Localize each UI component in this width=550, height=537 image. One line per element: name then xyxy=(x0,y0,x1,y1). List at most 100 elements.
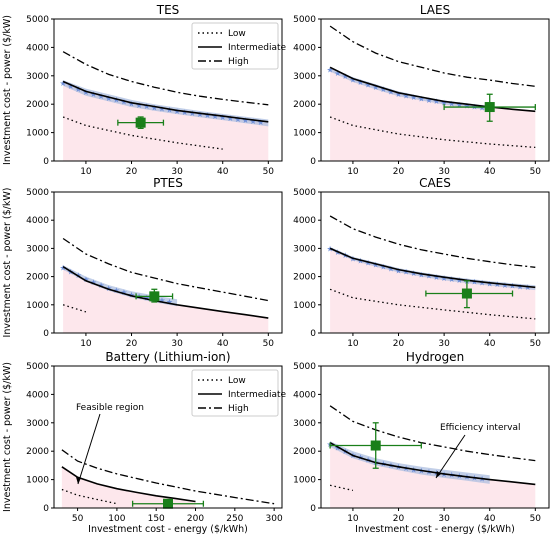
x-tick-label: 200 xyxy=(187,514,204,524)
y-axis-label: Investment cost - power ($/kW) xyxy=(2,188,13,338)
x-tick-label: 30 xyxy=(438,339,450,349)
x-tick-label: 40 xyxy=(484,167,496,177)
data-point xyxy=(484,102,495,113)
efficiency-star: ★ xyxy=(387,264,394,273)
legend-box xyxy=(191,369,279,417)
efficiency-star: ★ xyxy=(113,286,120,295)
efficiency-star: ★ xyxy=(380,262,387,271)
efficiency-star: ★ xyxy=(143,102,150,111)
x-tick-label: 50 xyxy=(530,167,542,177)
x-tick-label: 150 xyxy=(148,514,165,524)
efficiency-star: ★ xyxy=(433,273,440,282)
series-intermediate xyxy=(62,80,269,123)
y-tick-label: 0 xyxy=(310,504,316,514)
efficiency-star: ★ xyxy=(136,101,143,110)
y-tick-label: 3000 xyxy=(293,419,316,429)
x-tick-label: 30 xyxy=(171,167,183,177)
efficiency-star: ★ xyxy=(257,118,264,127)
efficiency-star: ★ xyxy=(234,115,241,124)
y-tick-label: 5000 xyxy=(293,362,316,372)
x-tick-label: 40 xyxy=(484,339,496,349)
y-tick-label: 2000 xyxy=(26,447,49,457)
efficiency-star: ★ xyxy=(365,259,372,268)
panel-title: Hydrogen xyxy=(406,350,464,364)
panel-title: PTES xyxy=(153,176,183,190)
efficiency-star: ★ xyxy=(120,288,127,297)
efficiency-star: ★ xyxy=(372,83,379,92)
y-tick-label: 2000 xyxy=(26,273,49,283)
efficiency-star: ★ xyxy=(181,108,188,117)
efficiency-band xyxy=(330,67,490,111)
annotation-arrowhead xyxy=(76,477,81,484)
efficiency-star: ★ xyxy=(166,106,173,115)
x-tick-label: 10 xyxy=(80,167,92,177)
x-tick-label: 250 xyxy=(226,514,243,524)
efficiency-star: ★ xyxy=(334,69,341,78)
y-tick-label: 5000 xyxy=(26,15,49,25)
efficiency-star: ★ xyxy=(189,109,196,118)
series-intermediate xyxy=(62,266,269,319)
y-tick-label: 2000 xyxy=(293,447,316,457)
efficiency-star: ★ xyxy=(67,82,74,91)
axes-frame xyxy=(53,18,283,162)
y-tick-label: 1000 xyxy=(26,129,49,139)
legend-label: Intermediate xyxy=(228,390,287,400)
y-tick-label: 5000 xyxy=(293,188,316,198)
y-tick-label: 4000 xyxy=(26,43,49,53)
efficiency-star: ★ xyxy=(479,279,486,288)
x-tick-label: 50 xyxy=(263,339,275,349)
x-tick-label: 40 xyxy=(484,514,496,524)
x-tick-label: 30 xyxy=(438,167,450,177)
y-tick-label: 0 xyxy=(310,157,316,167)
efficiency-star: ★ xyxy=(410,269,417,278)
efficiency-star: ★ xyxy=(380,85,387,94)
x-tick-label: 40 xyxy=(217,339,229,349)
y-tick-label: 3000 xyxy=(26,419,49,429)
panel-title: CAES xyxy=(419,176,451,190)
y-tick-label: 0 xyxy=(43,329,49,339)
x-tick-label: 10 xyxy=(347,339,359,349)
y-tick-label: 3000 xyxy=(293,72,316,82)
efficiency-star: ★ xyxy=(327,65,334,74)
x-tick-label: 20 xyxy=(126,339,138,349)
efficiency-star: ★ xyxy=(425,96,432,105)
feasible-region xyxy=(330,248,536,333)
panel-title: LAES xyxy=(420,3,450,17)
efficiency-star: ★ xyxy=(365,80,372,89)
efficiency-star: ★ xyxy=(517,282,524,291)
efficiency-star: ★ xyxy=(403,268,410,277)
efficiency-star: ★ xyxy=(509,282,516,291)
efficiency-star: ★ xyxy=(60,263,67,272)
x-tick-label: 20 xyxy=(393,167,405,177)
y-tick-label: 3000 xyxy=(26,244,49,254)
panel-3: CAES★★★★★★★★★★★★★★★★★★★★★★★★★★★102030405… xyxy=(293,176,550,349)
efficiency-star: ★ xyxy=(448,275,455,284)
efficiency-star: ★ xyxy=(349,76,356,85)
efficiency-star: ★ xyxy=(128,99,135,108)
efficiency-star: ★ xyxy=(120,98,127,107)
axes-frame xyxy=(320,191,550,334)
efficiency-star: ★ xyxy=(204,111,211,120)
x-axis-label: Investment cost - energy ($/kWh) xyxy=(355,524,515,535)
x-tick-label: 30 xyxy=(171,339,183,349)
annotation-arrow xyxy=(77,413,101,485)
efficiency-star: ★ xyxy=(90,90,97,99)
x-tick-label: 20 xyxy=(126,167,138,177)
y-tick-label: 4000 xyxy=(26,216,49,226)
legend-label: Intermediate xyxy=(228,43,287,53)
y-tick-label: 1000 xyxy=(293,476,316,486)
y-tick-label: 3000 xyxy=(293,244,316,254)
efficiency-star: ★ xyxy=(433,97,440,106)
series-high xyxy=(62,51,269,106)
series-intermediate xyxy=(329,247,536,289)
panel-title: Battery (Lithium-ion) xyxy=(105,350,230,364)
efficiency-star: ★ xyxy=(128,290,135,299)
efficiency-star: ★ xyxy=(501,281,508,290)
y-tick-label: 2000 xyxy=(293,100,316,110)
efficiency-star: ★ xyxy=(105,284,112,293)
efficiency-band xyxy=(330,441,490,484)
efficiency-star: ★ xyxy=(196,110,203,119)
efficiency-star: ★ xyxy=(357,78,364,87)
efficiency-star: ★ xyxy=(105,94,112,103)
